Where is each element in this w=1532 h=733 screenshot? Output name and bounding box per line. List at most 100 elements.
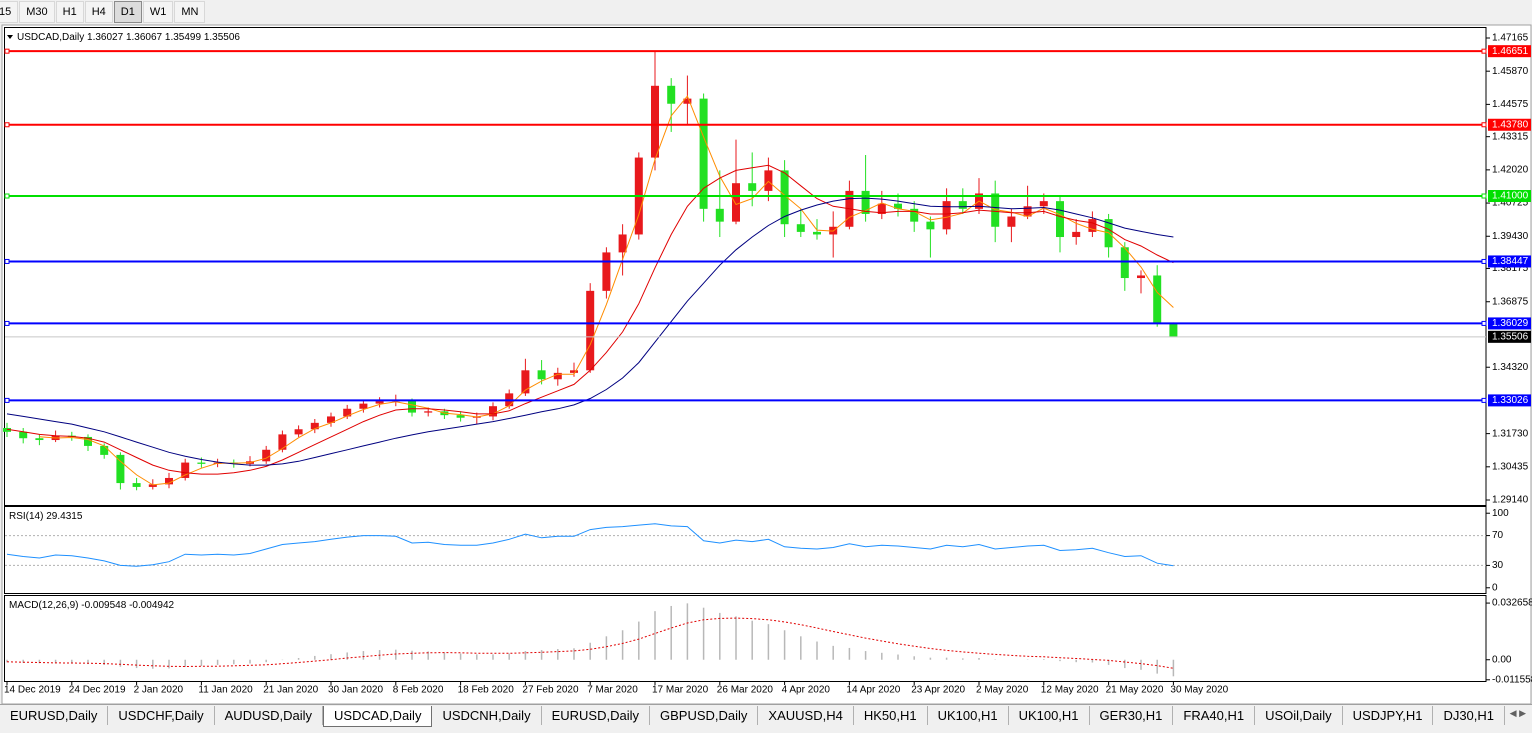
- candle-body: [197, 462, 206, 464]
- y-tick-label: 1.44575: [1492, 99, 1529, 110]
- y-tick-label: 1.34320: [1492, 362, 1529, 373]
- chart-window: 1.47165 1.45870 1.44575 1.43315 1.42020 1.407…: [1, 24, 1532, 704]
- ohlc-value: 1.36067: [126, 32, 163, 43]
- timeframe-button[interactable]: D1: [113, 1, 142, 23]
- y-tick-label: 1.39430: [1492, 231, 1529, 242]
- timeframe-button[interactable]: MN: [174, 1, 206, 23]
- pane-header: RSI(14) 29.4315: [9, 511, 83, 522]
- x-tick-label: 2 May 2020: [976, 685, 1029, 696]
- candle-body: [327, 416, 335, 423]
- level-label: 1.43780: [1492, 119, 1529, 130]
- x-tick-label: 17 Mar 2020: [652, 685, 709, 696]
- x-tick-label: 12 May 2020: [1041, 685, 1099, 696]
- level-handle: [4, 258, 10, 264]
- pane-header: MACD(12,26,9) -0.009548 -0.004942: [9, 600, 175, 611]
- y-tick-label: 1.45870: [1492, 66, 1529, 77]
- level-label: 1.36029: [1492, 318, 1529, 329]
- level-handle: [4, 320, 10, 326]
- level-label-box: [1488, 118, 1531, 131]
- candle-body: [537, 370, 546, 380]
- y-tick-label: -0.011558: [1492, 674, 1532, 685]
- candle-body: [1120, 247, 1129, 279]
- y-tick-label: 0.032658: [1492, 598, 1532, 609]
- y-tick-label: 70: [1492, 530, 1504, 541]
- chart-tab[interactable]: UK100,H1: [928, 706, 1009, 725]
- level-label: 1.38447: [1492, 256, 1529, 267]
- timeframe-toolbar: 15 M30 H1 H4 D1 W1 MN: [0, 0, 207, 23]
- x-tick-label: 11 Jan 2020: [198, 685, 253, 696]
- timeframe-button[interactable]: H1: [55, 1, 84, 23]
- candle-body: [3, 427, 11, 432]
- chart-tab[interactable]: USDCAD,Daily: [323, 706, 433, 727]
- candle-body: [1007, 216, 1016, 227]
- candle-body: [910, 208, 919, 222]
- chart-tab[interactable]: USDCNH,Daily: [432, 706, 542, 725]
- candle-body: [132, 483, 141, 487]
- candle-body: [796, 224, 805, 232]
- candle-body: [958, 201, 967, 209]
- tab-scroll[interactable]: ◀ ▶: [1509, 708, 1526, 718]
- candle-body: [375, 401, 384, 404]
- x-tick-label: 30 May 2020: [1170, 685, 1228, 696]
- level-label: 1.41000: [1492, 191, 1529, 202]
- chart-tab[interactable]: EURUSD,Daily: [542, 706, 650, 725]
- candle-body: [926, 221, 935, 230]
- candle-body: [35, 438, 44, 441]
- timeframe-button[interactable]: W1: [142, 1, 174, 23]
- y-tick-label: 0.00: [1492, 654, 1512, 665]
- chart-tab[interactable]: GBPUSD,Daily: [650, 706, 759, 725]
- x-tick-label: 27 Feb 2020: [522, 685, 579, 696]
- candle-body: [1153, 275, 1162, 324]
- level-handle: [1481, 122, 1487, 128]
- chart-tab[interactable]: FRA40,H1: [1173, 706, 1256, 725]
- x-tick-label: 7 Mar 2020: [587, 685, 638, 696]
- chart-tab[interactable]: GER30,H1: [1090, 706, 1174, 725]
- candle-body: [1039, 201, 1048, 207]
- candle-body: [359, 403, 368, 409]
- chart-tab[interactable]: UK100,H1: [1009, 706, 1090, 725]
- chart-tab[interactable]: DJ30,H1: [1433, 706, 1506, 725]
- candle-body: [813, 231, 821, 235]
- level-handle: [1481, 320, 1487, 326]
- y-tick-label: 1.29140: [1492, 495, 1529, 506]
- y-tick-label: 1.40725: [1492, 198, 1529, 209]
- chart-tab[interactable]: USDCHF,Daily: [108, 706, 215, 725]
- y-tick-label: 1.47165: [1492, 33, 1529, 44]
- chart-tab[interactable]: USDJPY,H1: [1343, 706, 1434, 725]
- chart-tab[interactable]: USOil,Daily: [1255, 706, 1343, 725]
- pane-frame: [4, 27, 1487, 506]
- candle-body: [1137, 275, 1145, 279]
- x-tick-label: 2 Jan 2020: [134, 685, 184, 696]
- price-label: 1.35506: [1492, 331, 1529, 342]
- chart-tab[interactable]: AUDUSD,Daily: [215, 706, 324, 725]
- level-label-box: [1488, 255, 1531, 268]
- chart-tab[interactable]: HK50,H1: [854, 706, 928, 725]
- candle-body: [1056, 201, 1064, 238]
- candle-body: [278, 434, 287, 450]
- candle-body: [262, 449, 271, 462]
- candle-body: [586, 290, 595, 371]
- timeframe-button[interactable]: H4: [84, 1, 113, 23]
- candle-body: [310, 422, 319, 430]
- rsi-line: [6, 523, 1174, 567]
- candle-body: [553, 372, 562, 380]
- x-tick-label: 21 Jan 2020: [263, 685, 318, 696]
- candle-body: [100, 445, 109, 455]
- timeframe-button[interactable]: 15: [0, 1, 19, 23]
- candle-body: [521, 370, 530, 394]
- chart-tab[interactable]: XAUUSD,H4: [758, 706, 854, 725]
- chart-tab[interactable]: EURUSD,Daily: [0, 706, 109, 725]
- timeframe-button[interactable]: M30: [19, 1, 55, 23]
- candle-body: [683, 98, 692, 104]
- level-label-box: [1488, 45, 1531, 58]
- candle-body: [19, 431, 28, 439]
- x-tick-label: 21 May 2020: [1106, 685, 1164, 696]
- moving-average: [6, 197, 1174, 466]
- symbol: USDCAD,Daily: [17, 32, 84, 43]
- candle-body: [343, 408, 352, 417]
- x-tick-label: 4 Apr 2020: [782, 685, 831, 696]
- y-tick-label: 100: [1492, 508, 1509, 519]
- candle-body: [424, 411, 433, 413]
- y-tick-label: 30: [1492, 560, 1504, 571]
